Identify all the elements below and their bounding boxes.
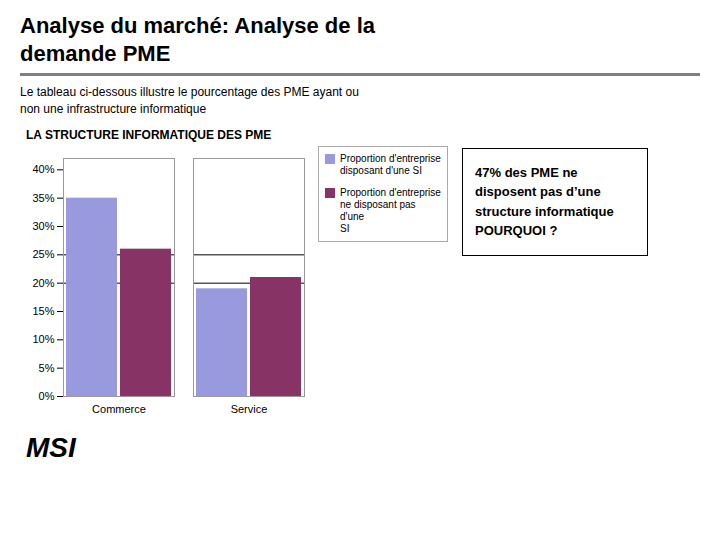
svg-text:25%: 25% [32,248,54,260]
svg-text:15%: 15% [32,305,54,317]
svg-text:20%: 20% [32,276,54,288]
svg-text:5%: 5% [39,361,55,373]
svg-text:40%: 40% [32,163,54,175]
html-text:Analyse du marché: Analyse de: Analyse du marché: Analyse de la demande… [20,13,375,66]
html-text:Le tableau ci-dessous illustre: Le tableau ci-dessous illustre le pource… [20,85,359,116]
html-text:Proportion d'entreprise ne dis: Proportion d'entreprise ne disposant pas… [340,186,441,234]
svg-text:0%: 0% [39,390,55,402]
html-text:Proportion d'entreprise dispos: Proportion d'entreprise disposant d'une … [340,152,441,176]
html-text:MSI: MSI [26,431,76,463]
svg-text:Commerce: Commerce [92,403,146,415]
svg-text:35%: 35% [32,191,54,203]
svg-text:Service: Service [231,403,268,415]
svg-text:30%: 30% [32,220,54,232]
html-text:LA STRUCTURE INFORMATIQUE DES: LA STRUCTURE INFORMATIQUE DES PME [26,127,272,142]
svg-text:10%: 10% [32,333,54,345]
html-text:47% des PME ne disposent pas d: 47% des PME ne disposent pas d’une struc… [475,164,614,239]
